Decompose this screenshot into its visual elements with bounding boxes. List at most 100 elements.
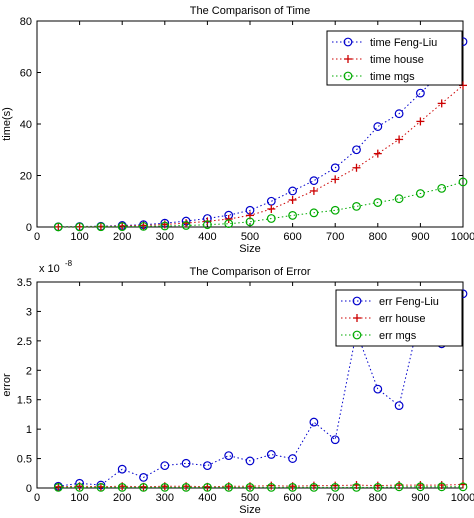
- data-point: [53, 222, 63, 232]
- data-point: [330, 163, 340, 173]
- x-tick-label: 700: [326, 492, 344, 504]
- data-point: [330, 205, 340, 215]
- y-tick-label: 3.5: [17, 277, 32, 289]
- data-point: [267, 481, 276, 490]
- legend-marker: [344, 55, 352, 63]
- x-tick-label: 400: [198, 492, 216, 504]
- axis-exponent-power: -8: [65, 259, 73, 268]
- legend-marker: [352, 330, 362, 340]
- y-tick-label: 40: [20, 119, 32, 131]
- data-point: [373, 384, 383, 394]
- data-point: [224, 483, 234, 492]
- y-tick-label: 0.5: [17, 454, 32, 466]
- data-point: [181, 458, 191, 468]
- y-tick-label: 0: [26, 222, 32, 234]
- data-point: [245, 217, 255, 227]
- data-point: [373, 122, 383, 131]
- data-point: [395, 135, 404, 144]
- data-point: [352, 163, 361, 172]
- data-point: [458, 482, 468, 492]
- data-point: [266, 450, 276, 459]
- legend: time Feng-Liu time house time mgs: [326, 30, 463, 86]
- data-point: [160, 461, 170, 471]
- legend-label: err house: [379, 313, 425, 325]
- data-point: [352, 483, 361, 492]
- data-point: [416, 481, 425, 490]
- y-tick-label: 2: [26, 365, 32, 377]
- data-point: [117, 464, 127, 474]
- chart-1: 0 100 200 300 400 500 600 700 800 900 1000 0 20 40 60 8…: [1, 5, 474, 255]
- data-point: [96, 483, 106, 492]
- data-point: [139, 483, 148, 492]
- data-point: [437, 183, 447, 193]
- series-line-2: [58, 85, 464, 228]
- data-point: [139, 221, 148, 231]
- data-point: [331, 175, 340, 184]
- data-point: [224, 215, 233, 224]
- data-point: [330, 435, 340, 445]
- chart-title: The Comparison of Time: [190, 5, 310, 17]
- y-tick-label: 20: [20, 171, 32, 183]
- x-tick-label: 800: [369, 492, 387, 504]
- data-point: [75, 483, 84, 492]
- data-point: [288, 483, 298, 492]
- data-point: [309, 176, 319, 186]
- x-tick-label: 400: [198, 231, 216, 243]
- x-tick-label: 200: [113, 492, 131, 504]
- data-point: [395, 481, 404, 490]
- data-point: [331, 481, 340, 490]
- data-point: [309, 481, 318, 490]
- data-point: [160, 221, 170, 231]
- data-point: [309, 208, 319, 218]
- legend-marker: [343, 71, 353, 81]
- data-point: [373, 481, 382, 490]
- data-point: [202, 461, 212, 471]
- legend-label: time Feng-Liu: [370, 37, 437, 49]
- x-tick-label: 700: [326, 231, 344, 243]
- y-tick-label: 1.5: [17, 395, 32, 407]
- data-point: [352, 145, 361, 155]
- data-point: [437, 482, 447, 492]
- x-tick-label: 200: [113, 231, 131, 243]
- x-axis-label: Size: [239, 243, 260, 255]
- data-point: [373, 483, 383, 492]
- x-tick-label: 100: [70, 231, 88, 243]
- legend-label: time mgs: [370, 71, 415, 83]
- data-point: [266, 483, 276, 492]
- y-axis-label: time(s): [1, 107, 13, 141]
- x-tick-label: 0: [34, 231, 40, 243]
- x-tick-label: 1000: [451, 231, 474, 243]
- data-point: [96, 222, 106, 232]
- y-tick-label: 3: [26, 306, 32, 318]
- y-tick-label: 60: [20, 68, 32, 80]
- chart-2: 0 100 200 300 400 500 600 700 800 900 1000 0 0.5 1 1.5…: [1, 259, 474, 516]
- data-point: [224, 219, 234, 229]
- x-tick-label: 1000: [451, 492, 474, 504]
- data-point: [373, 198, 383, 207]
- data-point: [416, 189, 425, 198]
- data-point: [288, 186, 298, 196]
- legend-marker: [353, 314, 361, 322]
- y-tick-label: 1: [26, 424, 32, 436]
- data-point: [288, 211, 298, 220]
- data-point: [75, 222, 84, 232]
- legend-marker: [352, 296, 362, 306]
- y-tick-label: 0: [26, 483, 32, 495]
- legend-marker: [343, 37, 353, 47]
- x-tick-label: 500: [241, 492, 259, 504]
- x-tick-label: 100: [70, 492, 88, 504]
- data-point: [117, 222, 127, 232]
- data-point: [139, 473, 148, 482]
- data-point: [437, 481, 446, 490]
- data-point: [373, 149, 382, 158]
- data-point: [416, 117, 425, 126]
- data-point: [437, 99, 446, 108]
- data-point: [416, 482, 425, 492]
- data-point: [394, 401, 404, 411]
- x-tick-label: 300: [156, 231, 174, 243]
- data-point: [352, 201, 361, 211]
- x-tick-label: 600: [283, 231, 301, 243]
- data-point: [245, 456, 255, 466]
- data-point: [202, 483, 212, 492]
